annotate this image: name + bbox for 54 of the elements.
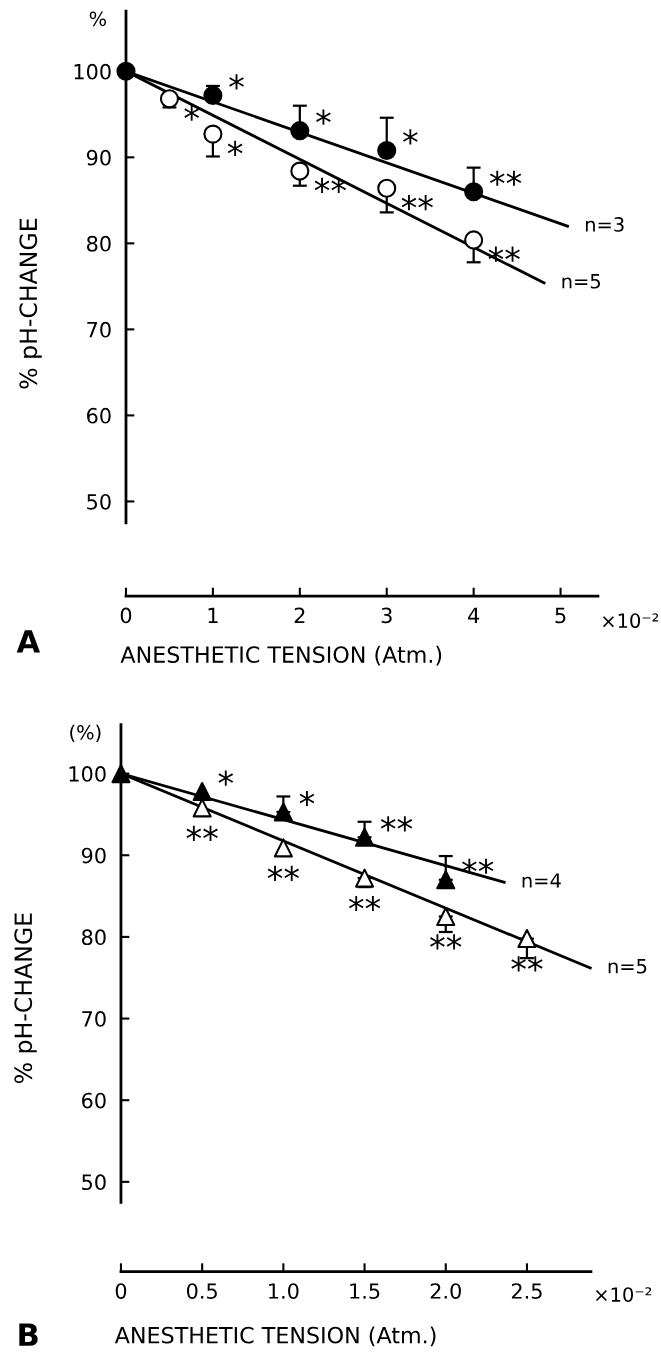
y-tick-label: 80: [81, 929, 106, 946]
x-tick-label: 0.5: [186, 1283, 217, 1299]
annotation: *: [316, 109, 331, 125]
x-tick-label: 1: [208, 607, 218, 623]
annotation: *: [218, 770, 234, 786]
text: (%): [70, 724, 101, 742]
y-tick-label: 60: [82, 1092, 106, 1109]
y-tick-label: 90: [86, 149, 111, 166]
x-tick-label: 0: [115, 1283, 127, 1299]
x-axis-title: ANESTHETIC TENSION (Atm.): [120, 645, 442, 666]
x-tick-label: 3: [381, 607, 392, 624]
annotation: *: [229, 74, 244, 90]
annotation: *: [227, 140, 243, 156]
text: A: [16, 630, 41, 653]
annotation: **: [511, 956, 543, 972]
y-axis-title: % pH-CHANGE: [14, 913, 37, 1084]
y-tick-label: 60: [87, 407, 111, 424]
x-tick-label: 2.5: [511, 1283, 542, 1299]
x-tick-label: 0: [120, 607, 132, 624]
annotation: **: [380, 816, 413, 832]
x-tick-label: 2: [294, 607, 305, 623]
series-label: n=5: [562, 274, 601, 289]
annotation: **: [267, 865, 300, 881]
annotation: **: [489, 170, 522, 186]
series-label: n=3: [585, 217, 624, 232]
x-tick-label: 1.0: [269, 1283, 299, 1299]
y-tick-label: 80: [87, 235, 111, 252]
y-tick-label: 100: [74, 63, 111, 80]
annotation: **: [186, 825, 218, 841]
y-tick-label: 70: [82, 1011, 106, 1027]
annotation: **: [348, 895, 381, 912]
annotation: *: [299, 790, 315, 807]
annotation: **: [401, 194, 433, 211]
x-tick-label: 4: [468, 607, 480, 623]
text: B: [19, 1323, 38, 1346]
y-tick-label: 90: [81, 847, 106, 864]
x-axis-title: ANESTHETIC TENSION (Atm.): [114, 1326, 436, 1347]
y-tick-label: 50: [87, 493, 111, 510]
series-label: n=4: [522, 873, 561, 888]
series-label: n=5: [608, 959, 647, 974]
x-tick-label: 5: [555, 607, 566, 624]
text: ×10⁻²: [595, 1287, 652, 1302]
y-tick-label: 50: [82, 1174, 106, 1191]
x-tick-label: 2.0: [430, 1283, 461, 1299]
text: %: [89, 11, 107, 27]
annotation: **: [462, 858, 494, 874]
x-tick-label: 1.5: [350, 1283, 380, 1299]
annotation: *: [184, 105, 200, 121]
annotation: *: [403, 129, 418, 145]
annotation: **: [430, 934, 462, 950]
y-tick-label: 100: [69, 766, 106, 782]
y-tick-label: 70: [87, 321, 111, 338]
text: ×10⁻²: [602, 613, 659, 629]
y-axis-title: % pH-CHANGE: [19, 218, 42, 389]
